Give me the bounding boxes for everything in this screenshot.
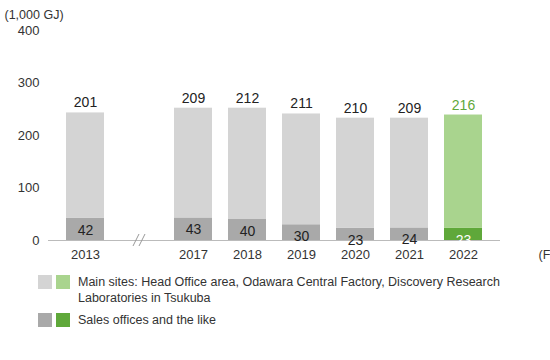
svg-text:2021: 2021 xyxy=(395,247,424,262)
svg-text:100: 100 xyxy=(18,180,40,195)
svg-text:212: 212 xyxy=(236,90,260,106)
svg-text:211: 211 xyxy=(290,95,313,111)
svg-text:23: 23 xyxy=(348,232,364,248)
svg-text:(FY): (FY) xyxy=(539,248,550,262)
html-text:Sales offices and the like: Sales offices and the like xyxy=(78,313,217,327)
svg-text:209: 209 xyxy=(398,100,422,116)
svg-text:2018: 2018 xyxy=(233,247,262,262)
svg-text:2013: 2013 xyxy=(71,247,100,262)
svg-text:40: 40 xyxy=(240,223,256,239)
svg-text:24: 24 xyxy=(402,231,418,247)
svg-text:42: 42 xyxy=(78,222,94,238)
svg-text:2022: 2022 xyxy=(449,247,478,262)
svg-text:209: 209 xyxy=(182,90,206,106)
svg-text:400: 400 xyxy=(18,23,40,38)
svg-text:300: 300 xyxy=(18,75,40,90)
html-text:Main sites: Head Office area,: Main sites: Head Office area, Odawara Ce… xyxy=(78,275,500,305)
svg-text:2017: 2017 xyxy=(179,247,208,262)
svg-text:23: 23 xyxy=(456,232,472,248)
svg-text:2019: 2019 xyxy=(287,247,316,262)
svg-text:216: 216 xyxy=(452,97,476,113)
svg-text:0: 0 xyxy=(32,233,39,248)
svg-text:30: 30 xyxy=(294,228,310,244)
svg-text:2020: 2020 xyxy=(341,247,370,262)
svg-text:200: 200 xyxy=(18,128,40,143)
svg-text:43: 43 xyxy=(186,221,202,237)
svg-text:201: 201 xyxy=(74,94,98,110)
svg-text:210: 210 xyxy=(344,100,368,116)
svg-text:(1,000 GJ): (1,000 GJ) xyxy=(5,8,64,22)
